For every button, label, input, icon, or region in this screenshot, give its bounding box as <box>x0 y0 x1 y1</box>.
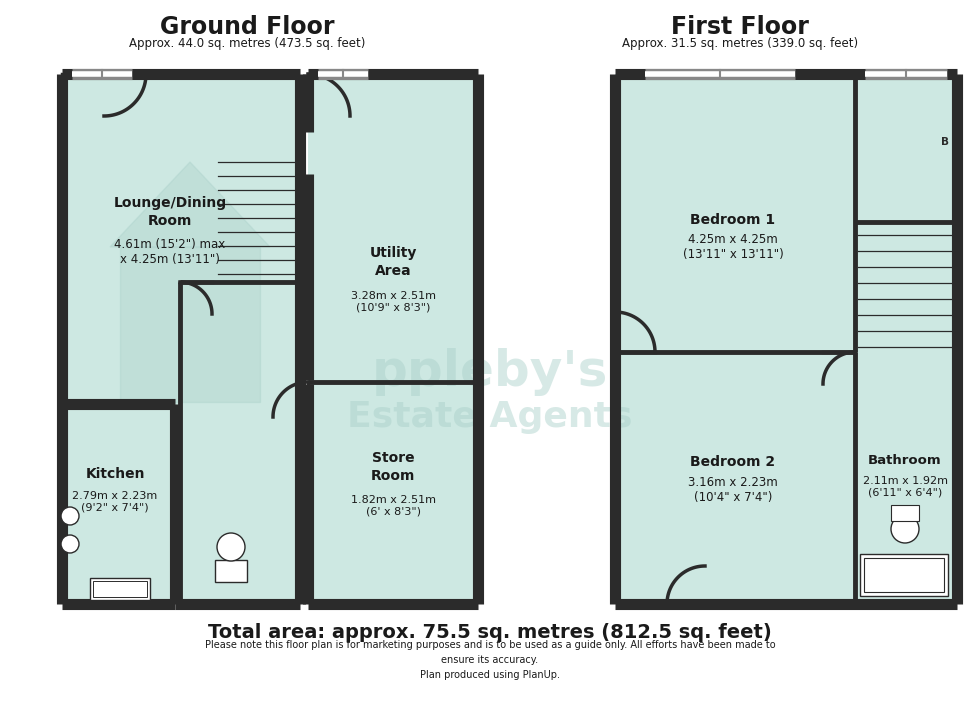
Circle shape <box>61 507 79 525</box>
Text: Approx. 31.5 sq. metres (339.0 sq. feet): Approx. 31.5 sq. metres (339.0 sq. feet) <box>622 38 858 51</box>
Text: 4.61m (15'2") max
x 4.25m (13'11"): 4.61m (15'2") max x 4.25m (13'11") <box>115 238 225 266</box>
Text: 3.16m x 2.23m
(10'4" x 7'4"): 3.16m x 2.23m (10'4" x 7'4") <box>688 476 778 504</box>
Text: 1.82m x 2.51m
(6' x 8'3"): 1.82m x 2.51m (6' x 8'3") <box>351 496 435 517</box>
Polygon shape <box>120 247 260 402</box>
Bar <box>860 554 948 596</box>
Text: Store
Room: Store Room <box>370 451 416 483</box>
Bar <box>855 222 957 352</box>
Bar <box>175 404 300 604</box>
Text: Total area: approx. 75.5 sq. metres (812.5 sq. feet): Total area: approx. 75.5 sq. metres (812… <box>208 622 772 642</box>
Circle shape <box>217 533 245 561</box>
Text: Bedroom 2: Bedroom 2 <box>691 455 775 469</box>
Bar <box>62 74 300 404</box>
Bar <box>615 352 855 604</box>
Bar <box>855 352 957 604</box>
Bar <box>308 382 478 604</box>
Circle shape <box>61 535 79 553</box>
Circle shape <box>891 515 919 543</box>
Text: First Floor: First Floor <box>671 15 808 39</box>
Text: 2.79m x 2.23m
(9'2" x 7'4"): 2.79m x 2.23m (9'2" x 7'4") <box>73 491 158 513</box>
Bar <box>93 581 147 597</box>
Text: Ground Floor: Ground Floor <box>160 15 334 39</box>
Text: Kitchen: Kitchen <box>85 467 145 481</box>
Bar <box>864 558 944 592</box>
Text: Estate Agents: Estate Agents <box>347 400 633 434</box>
Bar <box>62 404 175 604</box>
Bar <box>215 560 247 582</box>
Text: B: B <box>941 137 949 147</box>
Bar <box>615 74 855 352</box>
Polygon shape <box>110 162 270 247</box>
Text: 3.28m x 2.51m
(10'9" x 8'3"): 3.28m x 2.51m (10'9" x 8'3") <box>351 291 435 313</box>
Text: Please note this floor plan is for marketing purposes and is to be used as a gui: Please note this floor plan is for marke… <box>205 640 775 680</box>
Text: 4.25m x 4.25m
(13'11" x 13'11"): 4.25m x 4.25m (13'11" x 13'11") <box>683 233 783 261</box>
Text: Utility
Area: Utility Area <box>369 246 416 278</box>
Bar <box>855 74 957 222</box>
Text: Bathroom: Bathroom <box>868 454 942 466</box>
Text: Lounge/Dining
Room: Lounge/Dining Room <box>114 197 226 228</box>
Text: ppleby's: ppleby's <box>371 348 609 396</box>
Bar <box>308 74 478 382</box>
Bar <box>90 578 150 600</box>
Bar <box>891 505 919 521</box>
Text: Approx. 44.0 sq. metres (473.5 sq. feet): Approx. 44.0 sq. metres (473.5 sq. feet) <box>128 38 366 51</box>
Text: 2.11m x 1.92m
(6'11" x 6'4"): 2.11m x 1.92m (6'11" x 6'4") <box>862 476 948 498</box>
Text: Bedroom 1: Bedroom 1 <box>691 213 775 227</box>
